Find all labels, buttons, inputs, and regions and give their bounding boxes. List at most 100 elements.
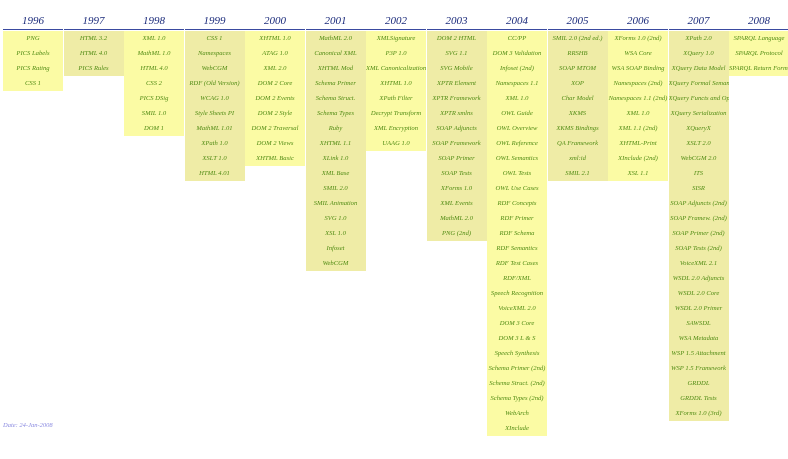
spec-item: HTML 4.0 <box>79 50 108 57</box>
spec-item: XML 1.0 <box>626 110 650 117</box>
year-header: 2001 <box>305 14 366 30</box>
spec-item: Schema Struct. (2nd) <box>489 380 545 387</box>
spec-item: VoiceXML 2.1 <box>679 260 718 267</box>
spec-item: SOAP Adjuncts <box>436 125 477 132</box>
year-header: 1998 <box>124 14 184 30</box>
spec-list: SPARQL Language SPARQL Protocol SPARQL Ret… <box>729 31 788 76</box>
spec-item: Namespaces 1.1 (2nd) <box>608 95 668 102</box>
spec-item: RRSHB <box>567 50 588 57</box>
spec-item: ATAG 1.0 <box>262 50 288 57</box>
spec-item: XQuery Formal Semantics <box>668 80 729 87</box>
year-header: 2006 <box>608 14 668 30</box>
spec-item: RDF Primer <box>500 215 534 222</box>
spec-item: XForms 1.0 <box>440 185 473 192</box>
spec-item: XSLT 1.0 <box>202 155 227 162</box>
spec-list: XHTML 1.0 ATAG 1.0 XML 2.0 DOM 2 Core DOM 2 … <box>245 31 305 166</box>
spec-item: WebCGM <box>201 65 228 72</box>
spec-item: PICS DSig <box>139 95 169 102</box>
year-header: 2002 <box>366 14 426 30</box>
spec-item: PICS Rules <box>78 65 109 72</box>
spec-item: HTML 4.0 <box>140 65 168 72</box>
spec-item: GRDDL <box>687 380 710 387</box>
spec-item: MathML 2.0 <box>440 215 473 222</box>
spec-item: Char Model <box>561 95 594 102</box>
spec-item: CSS 1 <box>25 80 41 87</box>
spec-item: XOP <box>571 80 584 87</box>
spec-item: SOAP Primer <box>438 155 475 162</box>
spec-item: XPath 1.0 <box>201 140 228 147</box>
spec-item: RDF/XML <box>503 275 531 282</box>
spec-list: XMLSignature P3P 1.0 XML Canonicalization X… <box>366 31 426 151</box>
spec-item: XML 1.0 <box>142 35 166 42</box>
spec-item: XML 2.0 <box>263 65 287 72</box>
spec-item: Decrypt Transform <box>370 110 422 117</box>
spec-item: DOM 2 HTML <box>436 35 477 42</box>
spec-item: CSS 2 <box>146 80 162 87</box>
year-column: 1996 PNG PICS Labels PICS Rating CSS 1 <box>3 14 63 91</box>
spec-item: DOM 2 Events <box>255 95 295 102</box>
year-header: 1996 <box>3 14 63 30</box>
spec-item: XML Encryption <box>373 125 418 132</box>
spec-item: XQuery Serialization <box>670 110 727 117</box>
spec-item: XHTML Mod <box>317 65 354 72</box>
spec-item: PICS Labels <box>16 50 50 57</box>
year-header: 1997 <box>63 14 124 30</box>
spec-item: Infoset <box>326 245 345 252</box>
spec-item: DOM 3 L & S <box>498 335 536 342</box>
spec-list: DOM 2 HTML SVG 1.1 SVG Mobile XPTR Element X… <box>426 31 487 241</box>
spec-item: OWL Guide <box>501 110 533 117</box>
year-column: 1999 CSS 1 Namespaces WebCGM RDF (Old Versio… <box>184 14 245 181</box>
spec-item: OWL Overview <box>496 125 538 132</box>
spec-item: CC/PP <box>507 35 527 42</box>
spec-item: RDF Concepts <box>497 200 537 207</box>
spec-item: SPARQL Language <box>733 35 785 42</box>
spec-item: XHTML 1.0 <box>259 35 291 42</box>
spec-item: XMLSignature <box>376 35 416 42</box>
spec-item: MathML 1.0 <box>137 50 171 57</box>
spec-item: Schema Types <box>316 110 355 117</box>
footer-date: Date: 24-Jan-2008 <box>3 422 53 429</box>
spec-list: CSS 1 Namespaces WebCGM RDF (Old Version) WC… <box>184 31 245 181</box>
spec-item: Style Sheets PI <box>194 110 235 117</box>
spec-item: DOM 2 Views <box>256 140 294 147</box>
spec-item: GRDDL Tests <box>680 395 717 402</box>
year-column: 2001 MathML 2.0 Canonical XML XHTML Mod Sche… <box>305 14 366 271</box>
spec-item: DOM 3 Core <box>499 320 535 327</box>
spec-item: XQueryX <box>686 125 711 132</box>
spec-item: SOAP Tests (2nd) <box>675 245 722 252</box>
spec-item: WSA SOAP Binding <box>611 65 665 72</box>
spec-list: XPath 2.0 XQuery 1.0 XQuery Data Model XQue… <box>668 31 729 421</box>
year-column: 2005 SMIL 2.0 (2nd ed.) RRSHB SOAP MTOM XOP C… <box>547 14 608 181</box>
year-column: 1998 XML 1.0 MathML 1.0 HTML 4.0 CSS 2 PICS D… <box>124 14 184 136</box>
spec-item: RDF (Old Version) <box>189 80 240 87</box>
spec-item: WSDL 2.0 Core <box>677 290 720 297</box>
spec-item: Schema Primer <box>315 80 356 87</box>
year-header: 1999 <box>184 14 245 30</box>
spec-item: Ruby <box>328 125 343 132</box>
spec-item: XInclude <box>505 425 529 432</box>
spec-item: XForms 1.0 (2nd) <box>614 35 662 42</box>
spec-item: XQuery 1.0 <box>683 50 714 57</box>
spec-item: XSL 1.0 <box>325 230 346 237</box>
spec-item: XLink 1.0 <box>322 155 349 162</box>
spec-item: XPTR xmlns <box>440 110 473 117</box>
year-header: 2005 <box>547 14 608 30</box>
spec-item: SOAP MTOM <box>559 65 596 72</box>
spec-item: VoiceXML 2.0 <box>498 305 536 312</box>
spec-item: XInclude (2nd) <box>618 155 658 162</box>
spec-item: SVG Mobile <box>440 65 473 72</box>
spec-item: XHTML 1.1 <box>319 140 352 147</box>
spec-item: SPARQL Return Format <box>729 65 788 72</box>
spec-list: MathML 2.0 Canonical XML XHTML Mod Schema P… <box>305 31 366 271</box>
spec-item: XHTML Basic <box>256 155 294 162</box>
spec-item: UAAG 1.0 <box>382 140 410 147</box>
spec-item: XML Canonicalization <box>366 65 426 72</box>
spec-item: Infoset (2nd) <box>500 65 534 72</box>
spec-item: HTML 4.01 <box>199 170 230 177</box>
spec-item: XPath Filter <box>379 95 413 102</box>
spec-item: PNG (2nd) <box>441 230 472 237</box>
spec-item: xml:id <box>569 155 586 162</box>
spec-item: SAWSDL <box>686 320 711 327</box>
spec-item: Canonical XML <box>314 50 357 57</box>
year-column: 2003 DOM 2 HTML SVG 1.1 SVG Mobile XPTR Elem… <box>426 14 487 241</box>
